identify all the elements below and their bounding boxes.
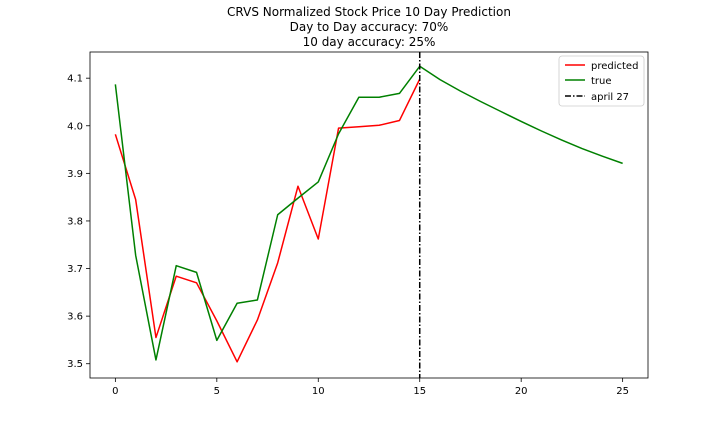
y-tick-label: 3.5: [67, 359, 83, 370]
chart-title: CRVS Normalized Stock Price 10 Day Predi…: [227, 5, 511, 19]
x-tick-label: 25: [616, 386, 629, 397]
series-line-predicted: [114, 78, 421, 363]
legend-box: [558, 55, 645, 107]
x-tick-label: 15: [413, 386, 426, 397]
legend-label-true: true: [591, 76, 612, 87]
x-tick-label: 0: [112, 386, 118, 397]
y-tick-label: 4.1: [67, 74, 83, 85]
y-tick-label: 3.8: [67, 216, 83, 227]
chart-subtitle-line-1: Day to Day accuracy: 70%: [290, 20, 449, 34]
series-line-true: [114, 65, 623, 361]
x-tick-label: 10: [312, 386, 325, 397]
y-tick-label: 3.9: [67, 169, 83, 180]
x-tick-label: 20: [515, 386, 528, 397]
y-tick-label: 3.7: [67, 264, 83, 275]
chart-subtitle-line-2: 10 day accuracy: 25%: [303, 35, 436, 49]
legend: predicted true april 27: [558, 55, 645, 107]
plot-frame: [89, 51, 649, 379]
legend-label-predicted: predicted: [591, 61, 638, 72]
x-tick-label: 5: [214, 386, 220, 397]
axes: 0 5 10 15 20 25 3.5 3.6 3.7 3.8 3.9 4.0 4.1: [67, 74, 629, 397]
legend-label-april-27: april 27: [591, 92, 629, 103]
plot-area: [114, 52, 623, 378]
y-tick-label: 4.0: [67, 121, 83, 132]
y-tick-label: 3.6: [67, 312, 83, 323]
